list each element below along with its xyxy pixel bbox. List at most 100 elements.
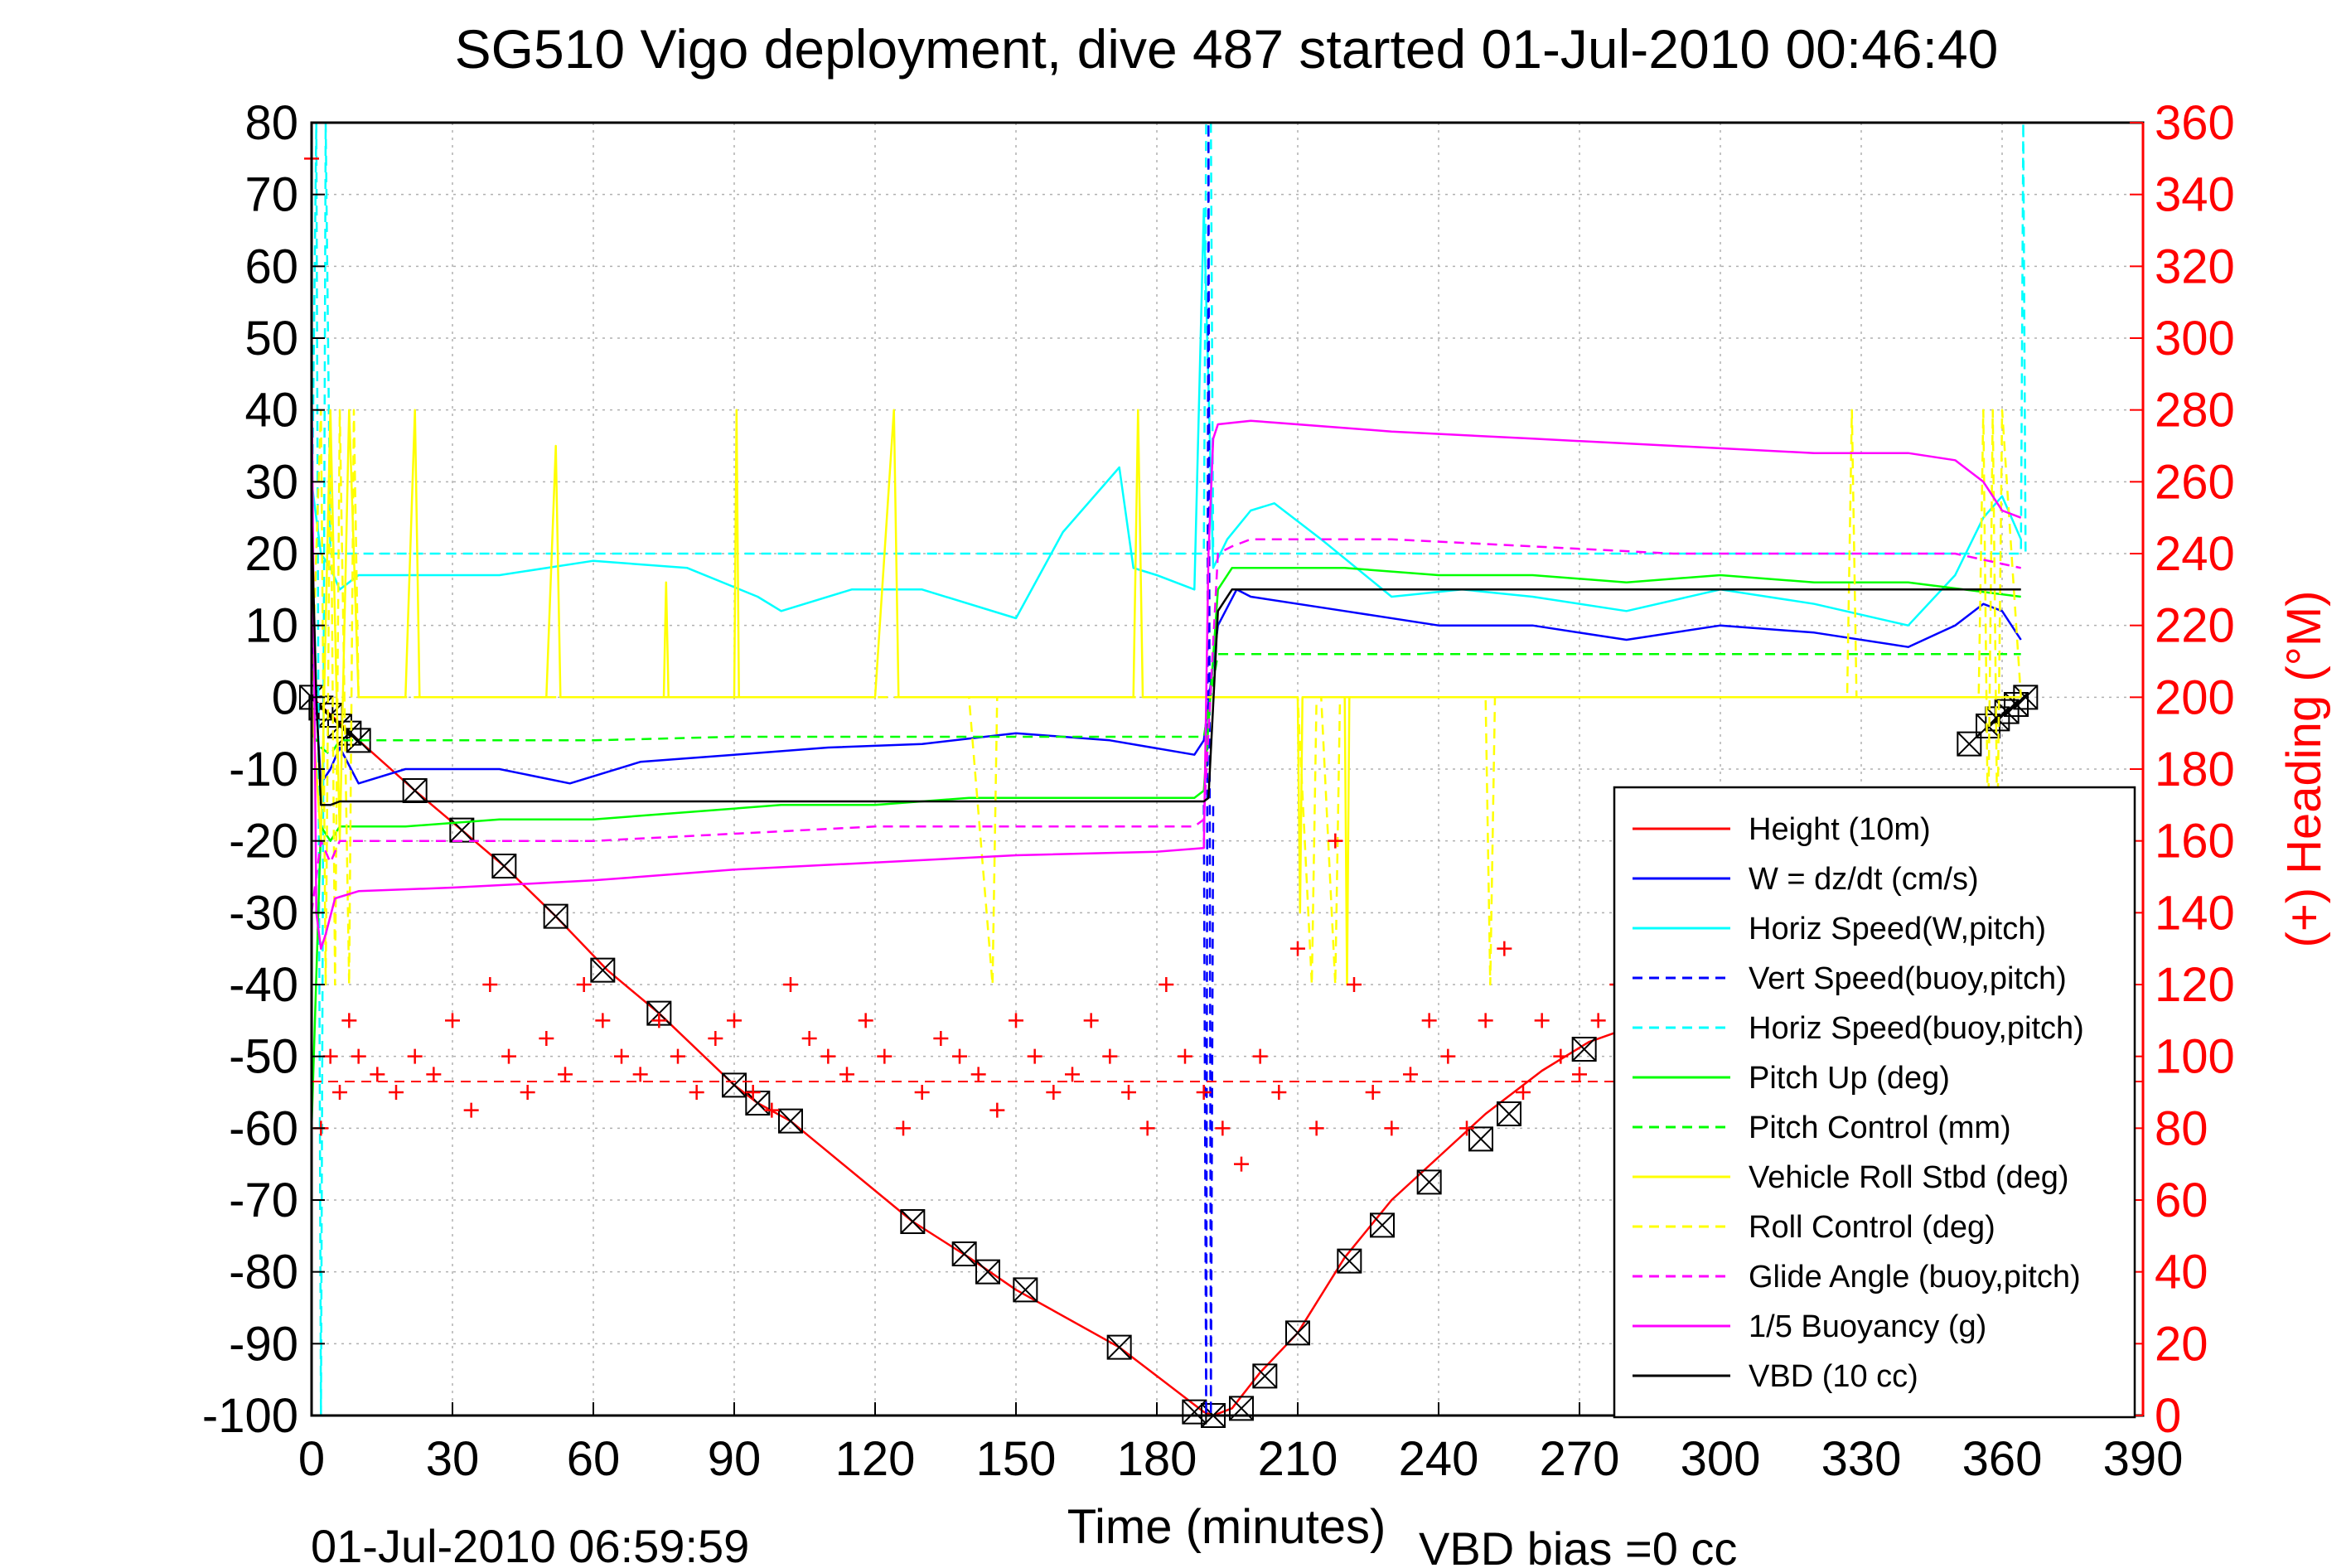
heading-point [341,1013,357,1028]
y2-tick-label: 60 [2155,1174,2208,1227]
heading-point [727,1013,742,1028]
heading-point [1553,1048,1569,1064]
ticks: 0 30 60 90 120 150 180 210 240 270 300 330 360 390807… [202,96,2235,1486]
y-tick-label: 40 [244,384,298,438]
x-tick-label: 330 [1821,1432,1902,1486]
x-tick-label: 210 [1258,1432,1338,1486]
heading-point [370,1067,385,1082]
series-glide-angle-buoy-pitch [310,538,2021,913]
heading-point [764,1102,780,1118]
y-tick-label: -30 [229,886,298,940]
y2-tick-label: 260 [2155,455,2235,509]
heading-point [896,1120,911,1136]
y2-tick-label: 100 [2155,1030,2235,1084]
legend-box [1613,786,2136,1419]
legend-label: Vert Speed(buoy,pitch) [1749,961,2067,996]
heading-point [1478,1013,1493,1028]
legend-label: Glide Angle (buoy,pitch) [1749,1260,2081,1295]
height-marker [543,903,568,929]
legend-label: Pitch Up (deg) [1749,1061,1950,1096]
heading-point [351,1048,366,1064]
heading-point [839,1067,854,1082]
height-marker [1468,1126,1493,1152]
heading-point [820,1048,836,1064]
heading-point [1234,1156,1249,1172]
y2-tick-label: 160 [2155,815,2235,869]
y-tick-label: -10 [229,743,298,796]
series-line [310,567,2021,1129]
heading-point [745,1085,761,1100]
x-tick-label: 240 [1399,1432,1479,1486]
y2-tick-label: 320 [2155,240,2235,293]
y-tick-label: 30 [244,455,298,509]
heading-point [952,1048,967,1064]
series-height-10m [311,696,1651,1417]
heading-point [1347,977,1362,992]
x-tick-label: 390 [2103,1432,2184,1486]
heading-point [1139,1120,1155,1136]
heading-point [389,1085,404,1100]
y-tick-label: 20 [244,527,298,581]
heading-point [1046,1085,1062,1100]
series-1-5-buoyancy-g [310,374,2022,950]
series-heading-m [304,151,2143,1172]
y-tick-label: 0 [272,670,298,724]
footer-date: 01-Jul-2010 06:59:59 [311,1520,749,1568]
x-tick-label: 300 [1681,1432,1761,1486]
series-line [310,588,2022,785]
y2-tick-label: 300 [2155,312,2235,365]
heading-point [1309,1120,1324,1136]
heading-point [322,1048,338,1064]
heading-point [1572,1067,1587,1082]
y2-tick-label: 40 [2155,1246,2208,1299]
heading-point [1178,1048,1192,1064]
heading-point [708,1031,723,1046]
heading-point [482,977,498,992]
y2-tick-label: 240 [2155,527,2235,581]
legend-label: Height (10m) [1749,812,1931,847]
y2-tick-label: 140 [2155,886,2235,940]
y-tick-label: 50 [244,312,298,365]
heading-point [1516,1085,1531,1100]
x-tick-label: 180 [1117,1432,1197,1486]
height-marker [1497,1101,1521,1126]
height-marker [1416,1169,1442,1195]
heading-point [670,1048,685,1064]
y-tick-label: 60 [244,240,298,293]
heading-point [501,1048,516,1064]
legend: Height (10m) W = dz/dt (cm/s) Horiz Speed(… [1613,786,2136,1419]
legend-label: Horiz Speed(W,pitch) [1749,912,2046,946]
heading-point [407,1048,423,1064]
y2-tick-label: 180 [2155,743,2235,796]
heading-point [1159,977,1174,992]
x-tick-label: 30 [426,1432,480,1486]
series-vert-speed-buoy-pitch [1202,121,1215,1417]
heading-point [332,1085,347,1100]
heading-point [1384,1120,1400,1136]
height-marker [1106,1334,1132,1360]
x-tick-label: 150 [976,1432,1057,1486]
heading-point [1196,1085,1212,1100]
height-marker [1285,1320,1310,1346]
y2-axis-label: (+) Heading (°M) [2277,591,2331,948]
y2-tick-label: 360 [2155,96,2235,150]
heading-point [614,1048,629,1064]
y2-tick-label: 0 [2155,1389,2181,1443]
heading-point [1271,1085,1287,1100]
heading-point [858,1013,873,1028]
height-marker [1252,1363,1278,1389]
legend-label: Pitch Control (mm) [1749,1111,2011,1145]
x-axis-label: Time (minutes) [1067,1500,1386,1554]
heading-point [1497,941,1512,956]
y-tick-label: -80 [229,1246,298,1299]
y-tick-label: -40 [229,958,298,1012]
y2-tick-label: 20 [2155,1317,2208,1371]
series-line [311,696,1651,1417]
heading-point [970,1067,986,1082]
heading-point [651,1013,667,1028]
footer-vbd-bias: VBD bias =0 cc [1419,1522,1737,1568]
y2-tick-label: 280 [2155,384,2235,438]
y2-tick-label: 80 [2155,1101,2208,1155]
y2-tick-label: 340 [2155,168,2235,222]
y-tick-label: -60 [229,1101,298,1155]
